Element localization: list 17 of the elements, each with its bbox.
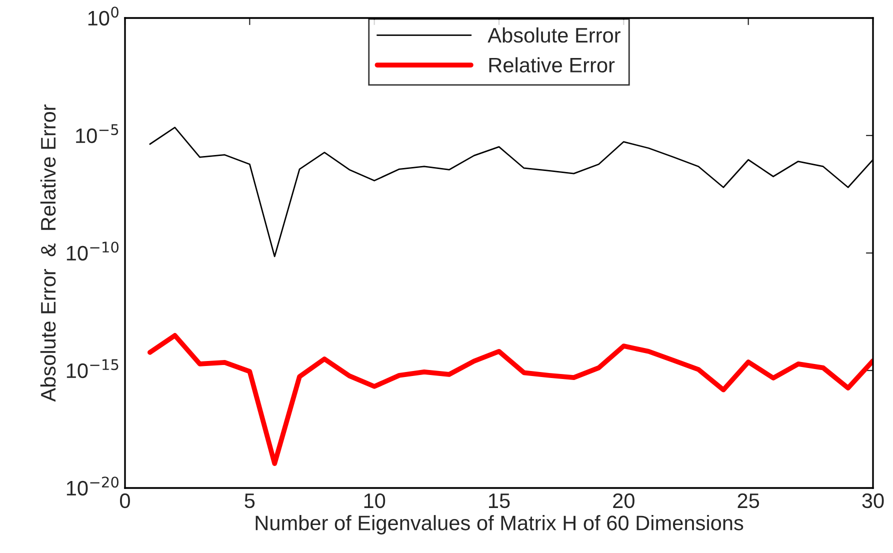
y-tick-label: 10$^{−15}$ — [66, 359, 118, 378]
x-tick-label: 20 — [613, 493, 634, 508]
x-tick-label: 5 — [244, 494, 255, 508]
y-tick-label: 10$^{−20}$ — [66, 476, 119, 496]
x-tick-label: 0 — [120, 493, 130, 508]
x-axis-title: Number of Eigenvalues of Matrix H of 60 Dimensions — [256, 515, 744, 534]
x-tick-label: 25 — [738, 493, 760, 508]
y-tick-label: 10$^{−5}$ — [76, 124, 118, 144]
y-axis-title: Absolute Error & Relative Error — [40, 104, 56, 402]
y-tick-label: 10$^{0}$ — [88, 6, 118, 26]
x-tick-label: 30 — [862, 493, 884, 508]
legend-label: Relative Error — [489, 57, 615, 73]
x-tick-label: 15 — [489, 494, 510, 508]
legend-label: Absolute Error — [488, 27, 620, 43]
y-tick-label: 10$^{−10}$ — [66, 242, 119, 261]
line-series — [148, 333, 873, 466]
x-tick-label: 10 — [364, 493, 386, 508]
